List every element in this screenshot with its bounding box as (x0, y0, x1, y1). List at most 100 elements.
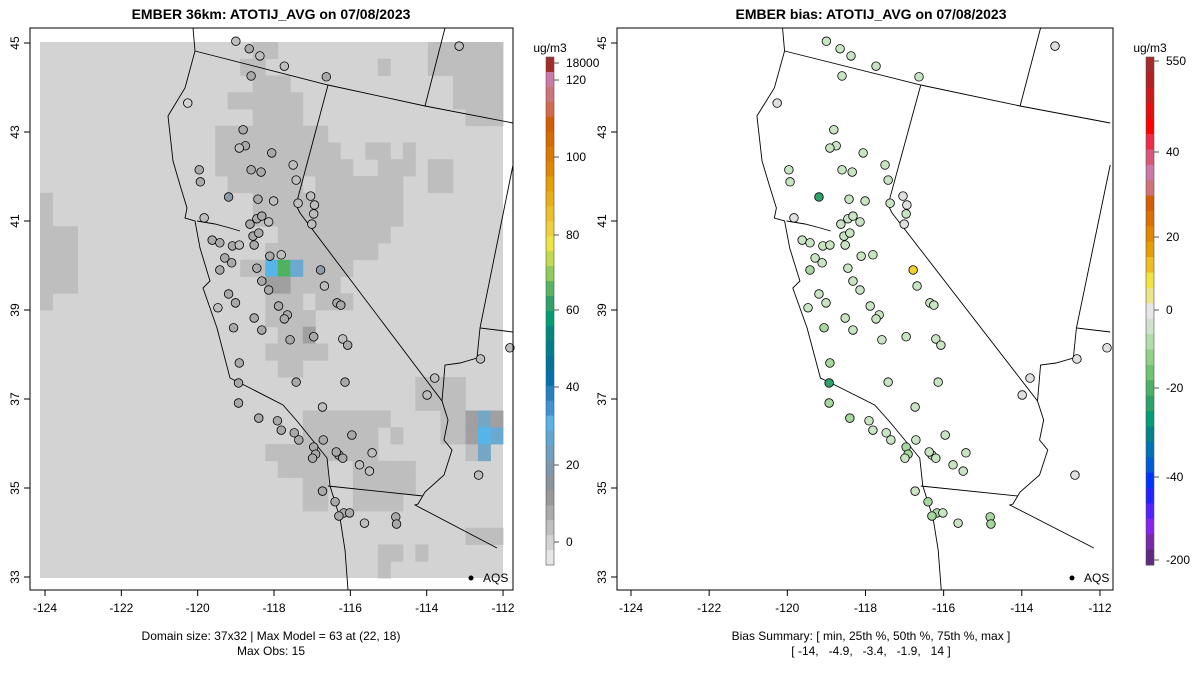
y-tick-label: 33 (595, 570, 609, 584)
bias-station-point (871, 314, 881, 324)
grid-cell (290, 92, 304, 110)
colorbar-swatch (546, 86, 554, 103)
grid-cell (65, 243, 78, 261)
bias-station-point (846, 51, 856, 61)
colorbar-swatch (1146, 364, 1154, 381)
y-tick-label: 45 (595, 36, 609, 50)
grid-cell (390, 176, 404, 194)
grid-cell (302, 276, 316, 294)
colorbar-tick-label: 550 (1166, 54, 1186, 68)
x-tick-label: -116 (339, 601, 362, 615)
grid-cell (227, 92, 241, 110)
grid-cell (277, 226, 291, 244)
grid-cell (340, 259, 354, 277)
bias-station-point (1025, 373, 1035, 383)
grid-cell (390, 192, 404, 210)
grid-cell (465, 444, 479, 462)
obs-station-point (391, 519, 402, 529)
grid-cell (465, 58, 479, 76)
grid-cell (327, 209, 341, 227)
colorbar-swatch (1146, 426, 1154, 443)
obs-station-point (267, 148, 277, 158)
colorbar-swatch (1146, 380, 1154, 397)
grid-cell (277, 125, 291, 143)
obs-station-point (244, 44, 254, 54)
grid-cell (40, 243, 53, 261)
bias-station-point (1017, 390, 1027, 400)
colorbar-swatch (1146, 133, 1154, 150)
grid-cell (365, 142, 379, 160)
colorbar-swatch (1146, 118, 1154, 135)
bias-station-point (940, 430, 950, 440)
bias-station-point (829, 125, 839, 135)
grid-cell (302, 159, 316, 177)
colorbar-swatch (1146, 534, 1154, 551)
obs-station-point (226, 258, 237, 268)
colorbar-swatch (1146, 334, 1154, 350)
grid-cell (465, 75, 479, 93)
grid-cell (290, 460, 304, 478)
colorbar-swatch (546, 445, 554, 461)
obs-station-point (454, 41, 464, 51)
grid-cell (365, 477, 379, 495)
grid-cell (477, 92, 491, 110)
colorbar-swatch (546, 236, 554, 252)
grid-cell (252, 109, 266, 127)
obs-station-point (255, 51, 265, 61)
bias-station-point (929, 300, 939, 310)
colorbar-swatch (546, 101, 554, 118)
colorbar-swatch (546, 430, 554, 446)
obs-station-point (238, 125, 248, 135)
x-tick-label: -112 (1088, 601, 1111, 615)
obs-station-point (273, 301, 284, 311)
colorbar-frame (1145, 56, 1155, 566)
obs-station-point (317, 402, 328, 412)
colorbar-swatch (1146, 103, 1154, 120)
grid-cell (377, 142, 391, 160)
grid-cell (40, 293, 53, 311)
aqs-legend-marker (468, 575, 474, 581)
grid-cell (277, 444, 291, 462)
grid-cell (477, 58, 491, 76)
grid-cell (240, 176, 254, 194)
colorbar-swatch (546, 266, 554, 282)
colorbar-tick-label: -20 (1166, 381, 1184, 395)
grid-cell (265, 259, 279, 277)
y-tick-label: 35 (8, 481, 22, 495)
grid-cell (427, 159, 441, 177)
bias-station-point (902, 200, 912, 210)
x-tick-label: -120 (186, 601, 210, 615)
grid-cell (265, 343, 279, 361)
colorbar-swatch (546, 460, 554, 476)
aqs-legend-marker (1069, 575, 1075, 581)
grid-cell (352, 427, 366, 445)
colorbar-swatch (546, 146, 554, 163)
grid-cell (315, 293, 329, 311)
obs-station-point (213, 303, 223, 313)
colorbar-swatch (546, 176, 554, 192)
bias-station-point (789, 213, 799, 223)
grid-cell (477, 427, 491, 445)
grid-cell (302, 343, 316, 361)
y-tick-label: 41 (8, 214, 22, 228)
grid-cell (277, 159, 291, 177)
grid-cell (327, 159, 341, 177)
colorbar-swatch (1146, 164, 1154, 181)
grid-cell (290, 276, 304, 294)
colorbar-swatch (546, 131, 554, 148)
obs-station-point (336, 300, 346, 310)
obs-station-point (195, 177, 206, 187)
bias-station-point (856, 251, 866, 261)
colorbar-swatch (1146, 472, 1154, 489)
bias-station-point (871, 61, 881, 71)
colorbar-swatch (1146, 149, 1154, 166)
grid-cell (365, 243, 379, 261)
grid-cell (452, 75, 466, 93)
bias-station-point (840, 313, 850, 323)
grid-cell (390, 477, 404, 495)
grid-cell (265, 159, 279, 177)
colorbar-swatch (1146, 549, 1154, 566)
colorbar-tick-label: 18000 (566, 56, 600, 70)
colorbar-swatch (546, 251, 554, 267)
